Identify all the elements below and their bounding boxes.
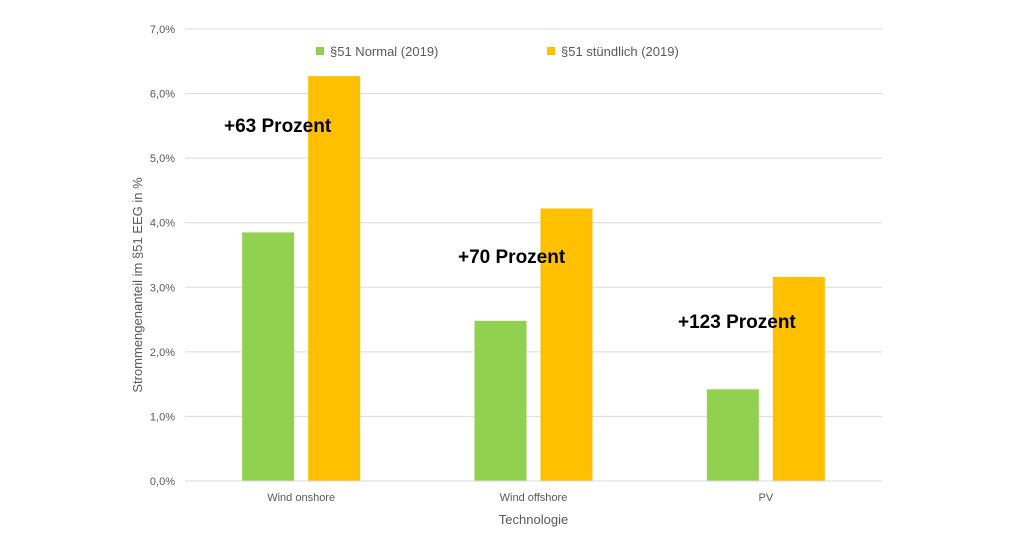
- bar-normal-2: [706, 389, 759, 481]
- x-axis-ticks: Wind onshore Wind offshore PV: [267, 492, 774, 504]
- gridlines: [185, 28, 882, 417]
- legend-label-hourly: §51 stündlich (2019): [561, 44, 679, 59]
- y-axis-ticks: 0,0% 1,0% 2,0% 3,0% 4,0% 5,0% 6,0% 7,0%: [150, 24, 175, 488]
- legend-label-normal: §51 Normal (2019): [330, 44, 438, 59]
- y-tick-label: 0,0%: [150, 476, 175, 488]
- annotation-wind-offshore: +70 Prozent: [458, 247, 566, 268]
- bars: [242, 76, 825, 481]
- y-tick-label: 6,0%: [150, 89, 175, 101]
- legend-swatch-hourly: [547, 47, 555, 55]
- x-tick-label: Wind offshore: [500, 492, 568, 504]
- y-tick-label: 5,0%: [150, 153, 175, 165]
- legend-swatch-normal: [316, 47, 324, 55]
- x-tick-label: Wind onshore: [267, 492, 335, 504]
- y-tick-label: 2,0%: [150, 347, 175, 359]
- bar-hourly-1: [540, 208, 593, 481]
- bar-hourly-2: [772, 276, 825, 481]
- annotation-wind-onshore: +63 Prozent: [224, 116, 332, 137]
- x-tick-label: PV: [758, 492, 773, 504]
- annotation-pv: +123 Prozent: [678, 312, 796, 333]
- bar-normal-0: [242, 232, 295, 481]
- legend: §51 Normal (2019) §51 stündlich (2019): [316, 44, 679, 59]
- y-tick-label: 1,0%: [150, 411, 175, 423]
- y-tick-label: 3,0%: [150, 282, 175, 294]
- bar-hourly-0: [308, 76, 361, 481]
- y-axis-title: Strommengenanteil im §51 EEG in %: [130, 177, 145, 393]
- bar-normal-1: [474, 320, 527, 481]
- y-tick-label: 7,0%: [150, 24, 175, 36]
- y-tick-label: 4,0%: [150, 218, 175, 230]
- x-axis-title: Technologie: [499, 512, 568, 527]
